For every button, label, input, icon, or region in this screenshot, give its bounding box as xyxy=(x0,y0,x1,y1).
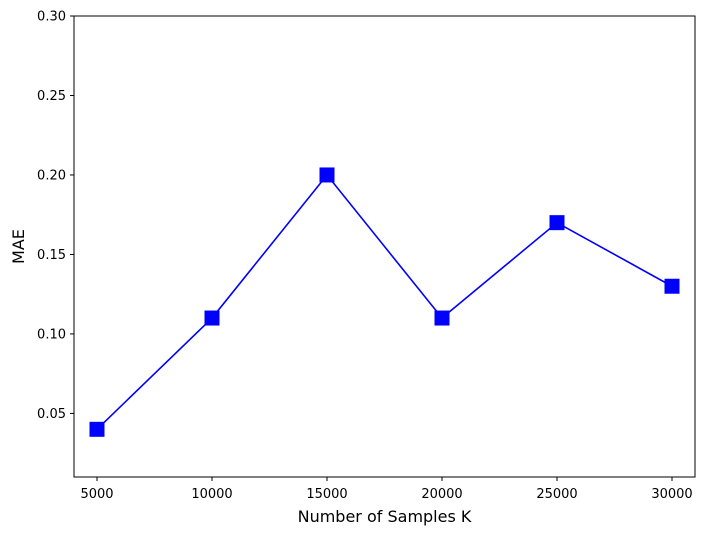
data-point-marker xyxy=(89,421,105,437)
series-layer xyxy=(89,167,680,437)
data-point-marker xyxy=(549,215,565,231)
data-point-marker xyxy=(319,167,335,183)
x-tick-label: 5000 xyxy=(80,487,113,502)
data-point-marker xyxy=(204,310,220,326)
y-tick-label: 0.20 xyxy=(37,168,66,183)
y-axis-title: MAE xyxy=(9,229,28,264)
x-axis-title: Number of Samples K xyxy=(298,507,472,526)
y-tick-label: 0.25 xyxy=(37,89,66,104)
data-point-marker xyxy=(664,278,680,294)
x-tick-label: 15000 xyxy=(306,487,347,502)
series-line xyxy=(96,173,673,430)
data-point-marker xyxy=(434,310,450,326)
x-tick-label: 20000 xyxy=(421,487,462,502)
y-tick-label: 0.30 xyxy=(37,10,66,25)
y-tick-label: 0.10 xyxy=(37,327,66,342)
x-tick-label: 25000 xyxy=(536,487,577,502)
y-tick-label: 0.15 xyxy=(37,248,66,263)
x-tick-label: 30000 xyxy=(651,487,692,502)
x-axis: 5000 10000 15000 20000 25000 30000 xyxy=(80,477,693,502)
y-axis: 0.05 0.10 0.15 0.20 0.25 0.30 xyxy=(37,10,74,422)
x-tick-label: 10000 xyxy=(191,487,232,502)
y-tick-label: 0.05 xyxy=(37,407,66,422)
